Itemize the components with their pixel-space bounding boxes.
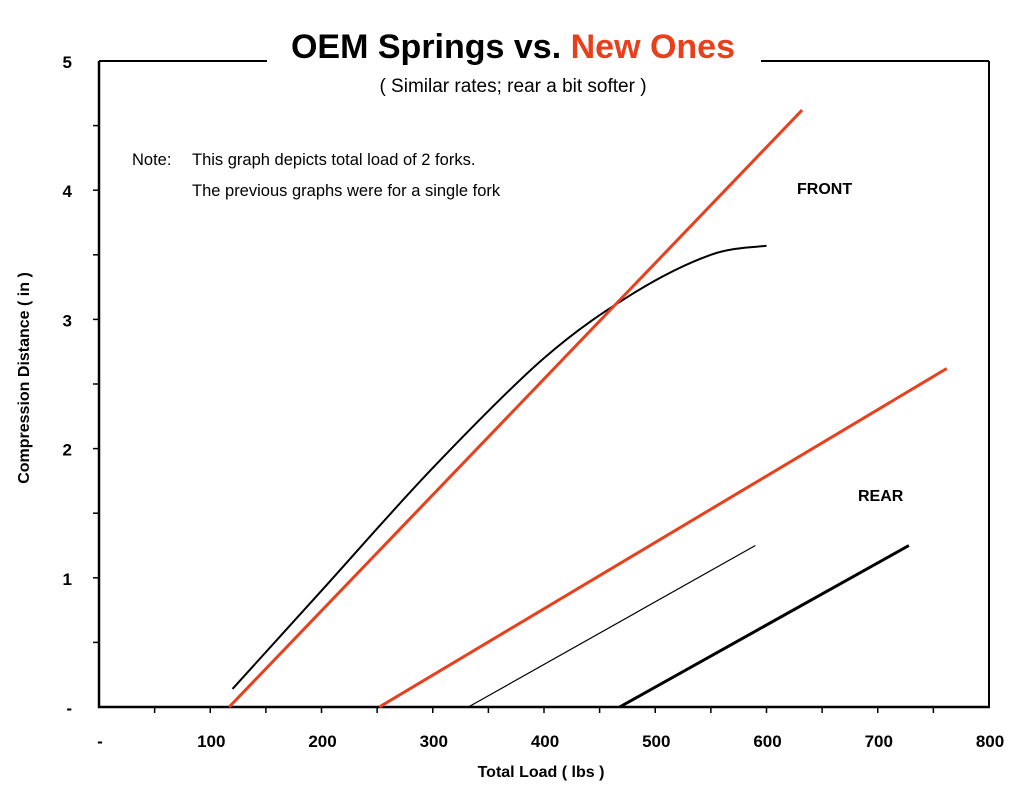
x-tick-labels: - 100 200 300 400 500 600 700 800 — [97, 732, 1004, 751]
y-minor-ticks — [93, 124, 99, 644]
front-label: FRONT — [797, 181, 852, 198]
x-tick-label: 100 — [197, 732, 225, 751]
series-layer — [228, 109, 948, 709]
chart-title: OEM Springs vs. New Ones — [291, 28, 735, 66]
y-tick-label: 2 — [63, 441, 72, 460]
x-axis-title: Total Load ( lbs ) — [478, 764, 605, 781]
y-tick-label: 3 — [63, 311, 72, 330]
x-tick-label: 300 — [420, 732, 448, 751]
x-tick-label: 400 — [531, 732, 559, 751]
series-line-rear-oem-thick — [618, 544, 910, 709]
y-tick-label: - — [66, 699, 72, 718]
note-prefix: Note: — [132, 151, 171, 169]
y-tick-label: 5 — [63, 53, 72, 72]
chart-subtitle: ( Similar rates; rear a bit softer ) — [379, 76, 646, 97]
chart-title-new: New Ones — [571, 28, 735, 66]
series-line-rear-new — [378, 367, 948, 709]
x-minor-ticks — [153, 707, 935, 713]
series-line-front-oem — [231, 244, 767, 690]
x-tick-label: 700 — [865, 732, 893, 751]
series-line-front-new — [228, 109, 804, 709]
x-tick-label: 200 — [308, 732, 336, 751]
y-tick-label: 4 — [63, 182, 73, 201]
note-line-1: This graph depicts total load of 2 forks… — [192, 151, 475, 169]
y-tick-labels: - 1 2 3 4 5 — [63, 53, 73, 718]
x-tick-label: - — [97, 732, 103, 751]
x-tick-label: 800 — [976, 732, 1004, 751]
series-line-rear-oem-thin — [468, 544, 756, 708]
y-axis-title: Compression Distance ( in ) — [16, 272, 33, 484]
chart-title-oem: OEM Springs vs. — [291, 28, 571, 66]
x-tick-label: 600 — [753, 732, 781, 751]
x-tick-label: 500 — [642, 732, 670, 751]
note-line-2: The previous graphs were for a single fo… — [192, 182, 501, 200]
y-tick-label: 1 — [63, 570, 72, 589]
rear-label: REAR — [858, 488, 904, 505]
